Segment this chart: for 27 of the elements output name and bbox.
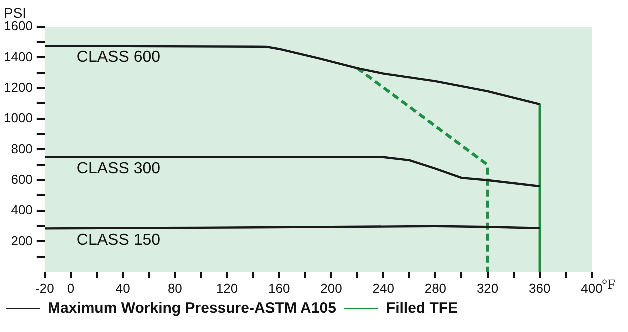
y-tick-label: 1200 xyxy=(4,80,33,95)
legend-label: Maximum Working Pressure-ASTM A105 xyxy=(48,300,336,317)
x-tick-label: 280 xyxy=(424,280,447,296)
x-tick-label: 320 xyxy=(476,280,499,296)
annotation: CLASS 150 xyxy=(76,232,161,249)
x-tick-label: 40 xyxy=(116,280,130,296)
annotation: CLASS 600 xyxy=(76,49,161,66)
y-tick-label: 200 xyxy=(11,233,33,248)
x-tick-label: 0 xyxy=(67,280,75,296)
x-tick-label: 120 xyxy=(216,280,238,296)
x-tick-label: 240 xyxy=(372,280,394,296)
y-tick-label: 1600 xyxy=(4,18,33,34)
annotation: CLASS 300 xyxy=(76,160,161,178)
y-tick-label: 800 xyxy=(11,141,33,156)
x-tick-label: 360 xyxy=(529,280,551,296)
x-tick-label: 400 xyxy=(581,280,603,296)
y-tick-label: 1000 xyxy=(4,110,33,126)
legend-label: Filled TFE xyxy=(386,300,458,317)
x-tick-label: 200 xyxy=(320,280,342,296)
x-tick-label: -20 xyxy=(36,280,54,296)
y-tick-label: 600 xyxy=(11,172,33,187)
y-tick-label: 1400 xyxy=(4,49,33,64)
x-tick-label: 80 xyxy=(168,280,182,296)
y-axis-title: PSI xyxy=(4,4,27,21)
y-tick-label: 400 xyxy=(11,202,33,218)
x-axis-title: °F xyxy=(602,278,616,294)
x-tick-label: 160 xyxy=(268,280,290,296)
